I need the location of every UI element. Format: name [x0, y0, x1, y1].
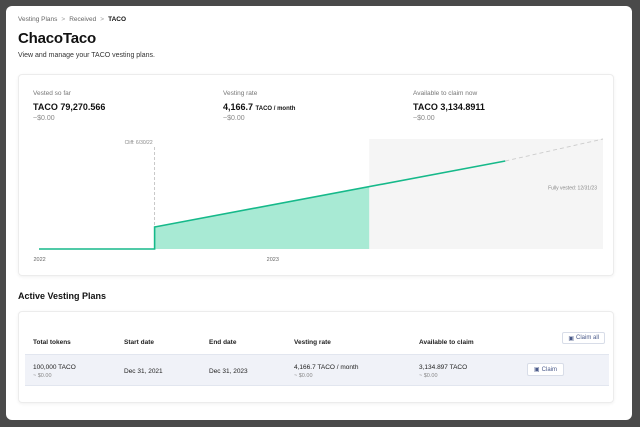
page-subtitle: View and manage your TACO vesting plans. [18, 52, 155, 59]
stat-usd: ~$0.00 [413, 115, 435, 122]
cell-vesting-rate: 4,166.7 TACO / month ~ $0.00 [294, 364, 359, 379]
stat-value: TACO 3,134.8911 [413, 102, 485, 112]
stat-vested-so-far: Vested so far TACO 79,270.566 ~$0.00 [33, 90, 105, 122]
stat-usd: ~$0.00 [223, 115, 245, 122]
section-title-active-plans: Active Vesting Plans [18, 291, 107, 301]
lock-icon: ▣ [534, 367, 540, 373]
cliff-label: Cliff: 6/30/22 [125, 140, 153, 146]
vested-line [39, 160, 506, 250]
column-header-end-date: End date [209, 339, 237, 346]
breadcrumb-separator: > [100, 16, 105, 23]
stat-usd: ~$0.00 [33, 115, 55, 122]
active-plans-table: Total tokens Start date End date Vesting… [18, 311, 614, 403]
claim-label: Claim [541, 366, 558, 373]
stat-unit: TACO / month [255, 106, 296, 112]
column-header-available: Available to claim [419, 339, 474, 346]
breadcrumb-received[interactable]: Received [69, 16, 97, 23]
future-region [369, 139, 603, 249]
app-window: Vesting Plans > Received > TACO ChacoTac… [6, 6, 632, 420]
cell-end-date: Dec 31, 2023 [209, 368, 248, 375]
cell-total-tokens: 100,000 TACO ~ $0.00 [33, 364, 76, 379]
fully-vested-label: Fully vested: 12/31/23 [548, 185, 597, 191]
projected-line [505, 138, 604, 162]
vesting-summary-card: Vested so far TACO 79,270.566 ~$0.00 Ves… [18, 74, 614, 276]
breadcrumb-separator: > [61, 16, 66, 23]
stat-label: Vesting rate [223, 90, 258, 97]
column-header-vesting-rate: Vesting rate [294, 339, 331, 346]
vested-area [154, 186, 370, 249]
stat-label: Vested so far [33, 90, 71, 97]
stat-vesting-rate: Vesting rate 4,166.7 TACO / month ~$0.00 [223, 90, 295, 122]
stat-value: 4,166.7 TACO / month [223, 102, 296, 112]
stat-available-to-claim: Available to claim now TACO 3,134.8911 ~… [413, 90, 485, 122]
cell-start-date: Dec 31, 2021 [124, 368, 163, 375]
x-tick-label: 2023 [267, 257, 279, 263]
table-row[interactable]: 100,000 TACO ~ $0.00 Dec 31, 2021 Dec 31… [25, 354, 609, 386]
breadcrumb-current: TACO [108, 16, 127, 23]
claim-all-button[interactable]: ▣ Claim all [562, 332, 605, 344]
column-header-start-date: Start date [124, 339, 154, 346]
page-title: ChacoTaco [18, 30, 96, 47]
stat-label: Available to claim now [413, 90, 478, 97]
claim-button[interactable]: ▣ Claim [527, 363, 565, 376]
breadcrumb-vesting-plans[interactable]: Vesting Plans [18, 16, 58, 23]
breadcrumb: Vesting Plans > Received > TACO [18, 16, 126, 23]
cell-available: 3,134.897 TACO ~ $0.00 [419, 364, 468, 379]
vesting-chart: Cliff: 6/30/22 Fully vested: 12/31/23 2022… [34, 138, 604, 263]
column-header-total-tokens: Total tokens [33, 339, 71, 346]
lock-icon: ▣ [568, 335, 574, 342]
stat-value: TACO 79,270.566 [33, 102, 106, 112]
x-tick-label: 2022 [34, 257, 46, 263]
claim-all-label: Claim all [575, 335, 599, 341]
